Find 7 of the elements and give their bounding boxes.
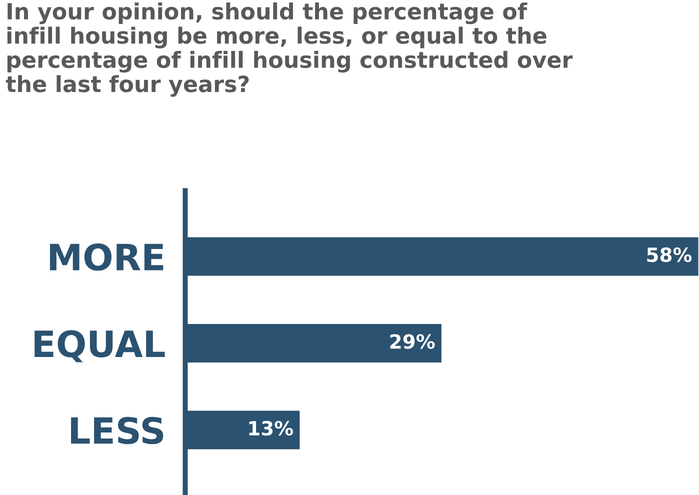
chart-title: In your opinion, should the percentage of infill housing be more, less, or equal to the percentage of infill housing constructed over the last four years? [6, 2, 573, 97]
data-label: 29% [390, 334, 435, 349]
data-label: 58% [647, 247, 692, 262]
y-tick-label: MORE [50, 243, 164, 271]
y-tick-label: LESS [71, 416, 164, 444]
data-label: 13% [249, 420, 293, 436]
y-tick-label: EQUAL [34, 330, 165, 362]
